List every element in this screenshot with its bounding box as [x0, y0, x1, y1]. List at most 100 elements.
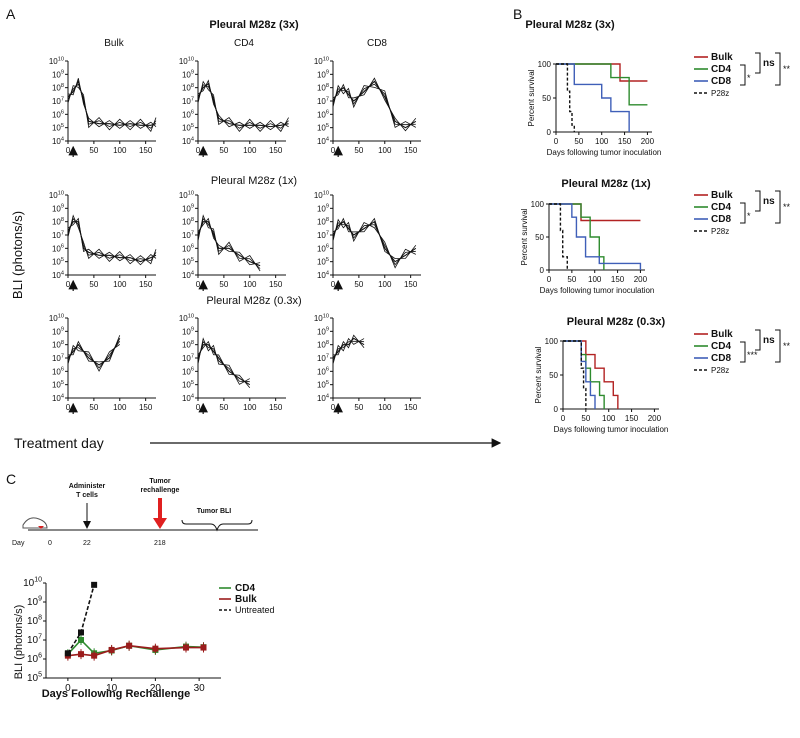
bli-line: [197, 80, 289, 133]
y-tick-label: 105: [317, 257, 329, 267]
y-tick-label: 106: [52, 244, 64, 254]
x-tick-label: 0: [196, 280, 201, 289]
x-tick-label: 0: [561, 414, 566, 423]
bli-subplot: 104 105 106 107 108 109 1010 0 50 100 150: [314, 56, 421, 157]
y-tick-label: 108: [27, 615, 42, 628]
bracket-double: [775, 190, 781, 224]
panel-b-plots: 0 50 100 0 50 100 150 200 Days following tumor i…: [520, 52, 791, 434]
bli-line: [67, 338, 121, 366]
y-tick-label: 0: [554, 405, 559, 414]
y-tick-label: 105: [27, 672, 42, 685]
tumor-bli-bracket: [181, 519, 253, 532]
x-tick-label: 200: [648, 414, 662, 423]
y-tick-label: 107: [182, 96, 194, 106]
y-tick-label: 107: [182, 353, 194, 363]
y-tick-label: 106: [182, 244, 194, 254]
x-tick-label: 200: [634, 275, 648, 284]
sig-single: ***: [747, 350, 758, 360]
x-tick-label: 100: [113, 403, 127, 412]
x-tick-label: 0: [196, 403, 201, 412]
y-tick-label: 107: [317, 353, 329, 363]
y-tick-label: 106: [52, 110, 64, 120]
timeline-rechallenge-text: Tumor rechallenge: [141, 478, 180, 494]
y-tick-label: 1010: [179, 56, 194, 66]
timeline-day218: 218: [154, 540, 166, 547]
legend-label-bulk: Bulk: [235, 594, 257, 605]
legend-label-cd4: CD4: [711, 64, 731, 75]
y-tick-label: 109: [52, 327, 64, 337]
sig-ns: ns: [763, 196, 775, 207]
survival-plot: 0 50 100 0 50 100 150 200 Days following tumor i…: [520, 190, 791, 295]
y-tick-label: 108: [182, 83, 194, 93]
y-tick-label: 108: [182, 217, 194, 227]
y-tick-label: 50: [542, 94, 551, 103]
bli-subplot: 104 105 106 107 108 109 1010 0 50 100 150: [179, 190, 286, 291]
panel-c-timeline: Day 0 22 218 Administer T cells Tumor rech…: [12, 478, 258, 547]
survival-curve-cd8: [549, 203, 642, 270]
panel-label-b: B: [513, 6, 522, 22]
survival-y-axis-label: Percent survival: [527, 69, 536, 126]
x-tick-label: 150: [269, 280, 283, 289]
y-tick-label: 109: [317, 70, 329, 80]
panel-a-plots: 104 105 106 107 108 109 1010 0 50 100 150 104 105 106…: [49, 56, 421, 414]
y-tick-label: 106: [27, 653, 42, 666]
legend-label-cd4: CD4: [711, 341, 731, 352]
sig-double: **: [783, 202, 791, 212]
x-tick-label: 50: [219, 280, 228, 289]
y-tick-label: 105: [52, 380, 64, 390]
bli-line: [67, 85, 157, 133]
bli-line: [67, 214, 157, 265]
bli-subplot: 104 105 106 107 108 109 1010 0 50 100 150: [49, 313, 156, 414]
x-tick-label: 0: [331, 403, 336, 412]
panel-a-row3-title: Pleural M28z (0.3x): [206, 295, 301, 307]
y-tick-label: 105: [52, 257, 64, 267]
x-tick-label: 50: [219, 403, 228, 412]
y-tick-label: 104: [52, 393, 64, 403]
survival-curve-bulk: [549, 203, 641, 222]
y-tick-label: 1010: [49, 313, 64, 323]
y-tick-label: 1010: [179, 190, 194, 200]
y-tick-label: 107: [182, 230, 194, 240]
column-header-bulk: Bulk: [104, 38, 124, 49]
data-point: [64, 650, 71, 657]
y-tick-label: 105: [317, 380, 329, 390]
x-tick-label: 150: [139, 280, 153, 289]
sig-ns: ns: [763, 335, 775, 346]
bracket-ns: [755, 52, 761, 74]
x-tick-label: 0: [65, 683, 71, 694]
survival-curve-cd4: [556, 63, 648, 106]
data-point: [91, 652, 98, 659]
panel-b-plot3-title: Pleural M28z (0.3x): [567, 316, 666, 328]
y-tick-label: 107: [317, 230, 329, 240]
sig-single: *: [747, 211, 751, 221]
x-tick-label: 150: [404, 280, 418, 289]
y-tick-label: 1010: [49, 190, 64, 200]
x-tick-label: 50: [574, 137, 583, 146]
y-tick-label: 109: [317, 204, 329, 214]
sig-ns: ns: [763, 58, 775, 69]
y-tick-label: 106: [317, 244, 329, 254]
data-point: [78, 637, 84, 643]
panel-b-plot1-title: Pleural M28z (3x): [525, 19, 615, 31]
x-tick-label: 100: [595, 137, 609, 146]
bli-line: [332, 83, 416, 126]
y-tick-label: 1010: [314, 190, 329, 200]
survival-curve-p28z: [563, 340, 587, 409]
y-tick-label: 105: [182, 123, 194, 133]
data-point: [152, 645, 159, 652]
timeline-day-label: Day: [12, 540, 25, 547]
bli-line: [332, 337, 365, 365]
bli-line: [67, 78, 157, 129]
x-tick-label: 0: [554, 137, 559, 146]
bli-line: [197, 340, 250, 383]
survival-y-axis-label: Percent survival: [520, 208, 529, 265]
y-tick-label: 109: [182, 327, 194, 337]
x-tick-label: 150: [625, 414, 639, 423]
x-tick-label: 150: [618, 137, 632, 146]
column-header-cd4: CD4: [234, 38, 254, 49]
x-tick-label: 100: [588, 275, 602, 284]
bli-line: [332, 217, 417, 259]
y-tick-label: 1010: [49, 56, 64, 66]
y-tick-label: 1010: [314, 313, 329, 323]
bli-line: [67, 341, 121, 369]
